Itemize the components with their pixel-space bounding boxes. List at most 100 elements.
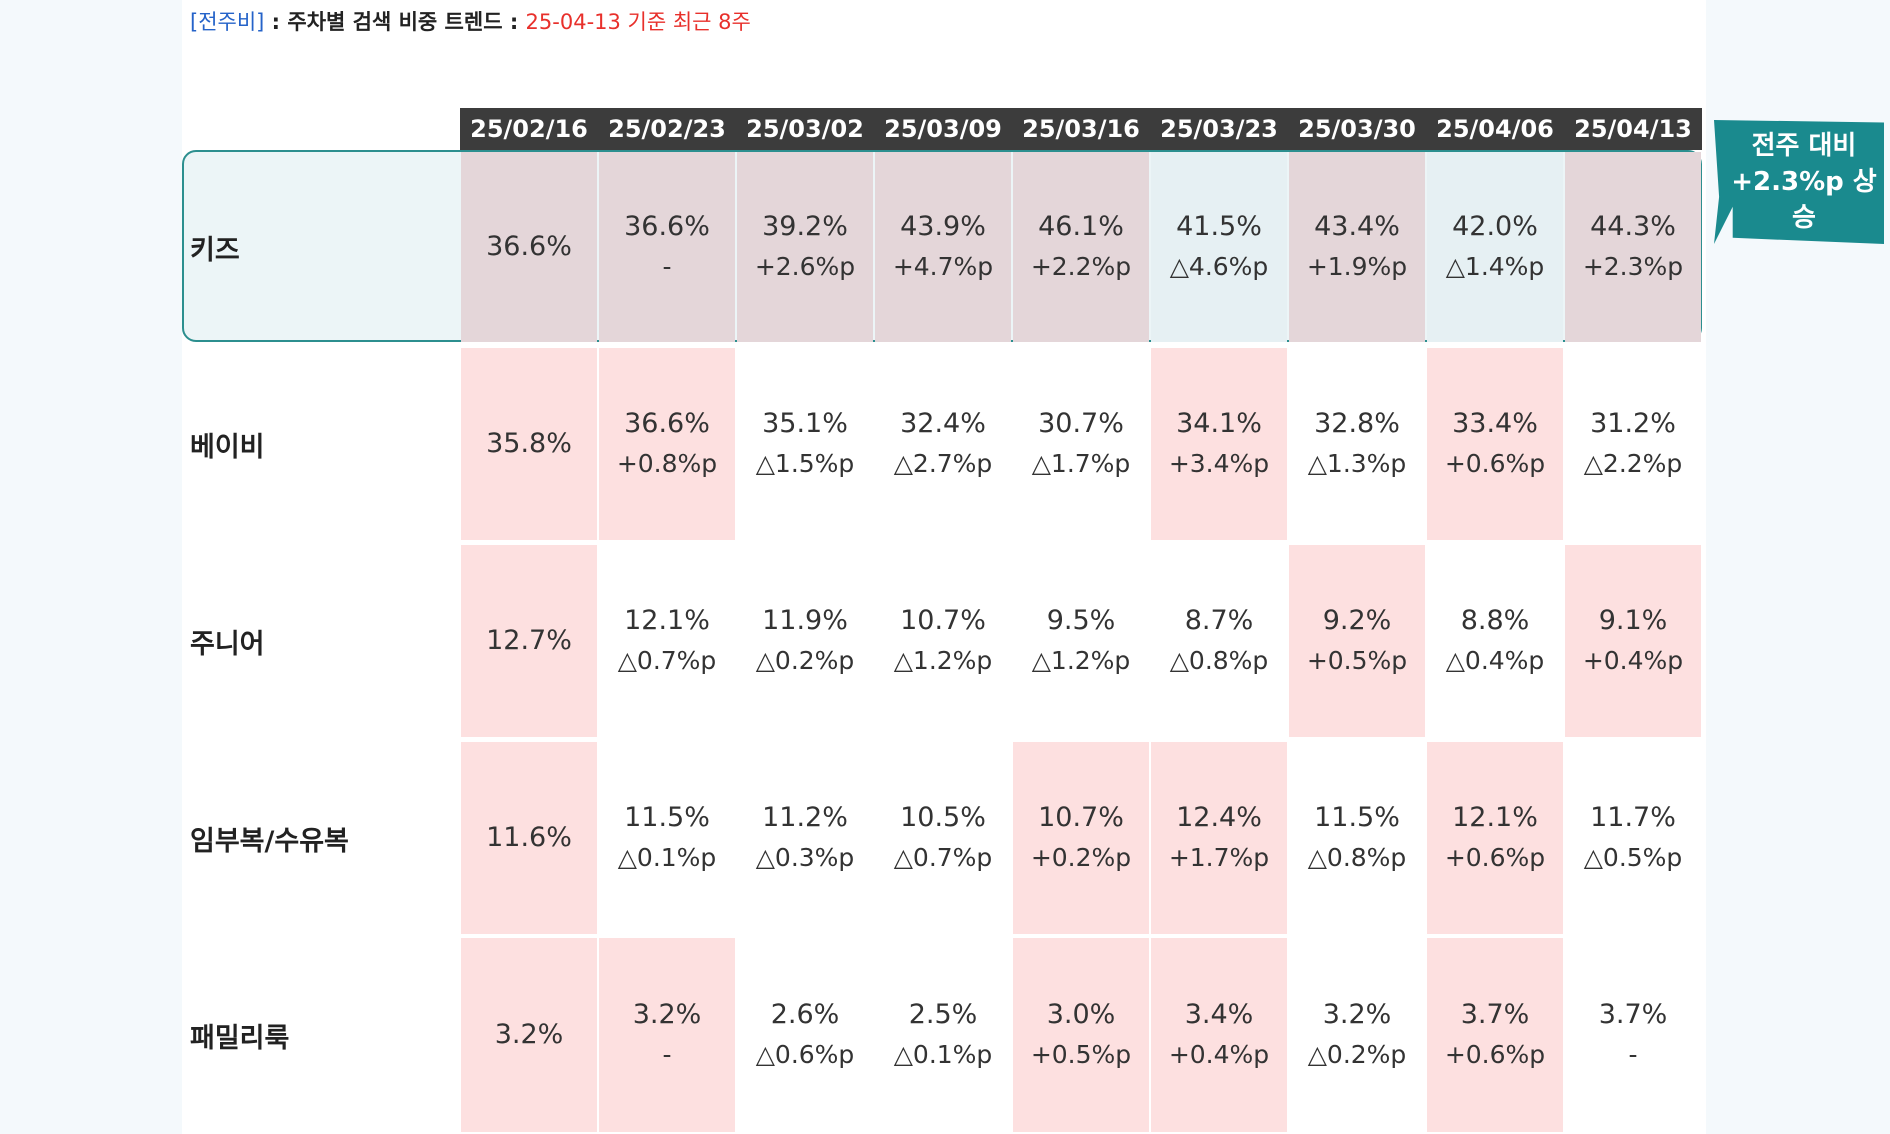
- table-cell: 12.4% +1.7%p: [1151, 742, 1287, 934]
- cell-change: △0.8%p: [1307, 843, 1407, 872]
- table-cell: 8.8% △0.4%p: [1427, 545, 1563, 737]
- cell-change: +0.4%p: [1168, 1040, 1270, 1069]
- cell-value: 39.2%: [762, 211, 848, 242]
- cell-value: 36.6%: [486, 231, 572, 262]
- cell-value: 3.7%: [1598, 999, 1668, 1030]
- cell-change: +0.6%p: [1444, 843, 1546, 872]
- table-cell: 12.1% +0.6%p: [1427, 742, 1563, 934]
- cell-change: △0.8%p: [1169, 646, 1269, 675]
- cell-value: 2.6%: [770, 999, 840, 1030]
- title-main: : 주차별 검색 비중 트렌드 :: [264, 10, 526, 34]
- column-header: 25/04/06: [1426, 108, 1564, 150]
- cell-value: 3.4%: [1184, 999, 1254, 1030]
- cell-change: -: [1628, 1040, 1638, 1069]
- cell-value: 36.6%: [624, 211, 710, 242]
- table-cell: 2.6% △0.6%p: [737, 938, 873, 1132]
- cell-value: 44.3%: [1590, 211, 1676, 242]
- table-cell: 11.9% △0.2%p: [737, 545, 873, 737]
- row-label: 주니어: [190, 628, 265, 660]
- cell-change: △0.2%p: [755, 646, 855, 675]
- table-cell: 43.4% +1.9%p: [1289, 152, 1425, 342]
- cell-change: △0.6%p: [755, 1040, 855, 1069]
- table-cell: 31.2% △2.2%p: [1565, 348, 1701, 540]
- cell-change: +0.5%p: [1030, 1040, 1132, 1069]
- table-cell: 10.5% △0.7%p: [875, 742, 1011, 934]
- table-cell: 3.7% -: [1565, 938, 1701, 1132]
- cell-change: △1.2%p: [893, 646, 993, 675]
- cell-change: -: [662, 1040, 672, 1069]
- table-cell: 43.9% +4.7%p: [875, 152, 1011, 342]
- table-cell: 8.7% △0.8%p: [1151, 545, 1287, 737]
- cell-value: 11.5%: [624, 802, 710, 833]
- cell-value: 3.2%: [494, 1019, 564, 1050]
- table-cell: 9.1% +0.4%p: [1565, 545, 1701, 737]
- row-label: 임부복/수유복: [190, 825, 349, 857]
- cell-change: +2.2%p: [1030, 252, 1132, 281]
- table-cell: 3.2% △0.2%p: [1289, 938, 1425, 1132]
- cell-change: △0.4%p: [1445, 646, 1545, 675]
- table-cell: 11.5% △0.8%p: [1289, 742, 1425, 934]
- cell-value: 10.7%: [900, 605, 986, 636]
- table-cell: 46.1% +2.2%p: [1013, 152, 1149, 342]
- cell-value: 43.9%: [900, 211, 986, 242]
- cell-value: 31.2%: [1590, 408, 1676, 439]
- cell-value: 41.5%: [1176, 211, 1262, 242]
- table-cell: 11.2% △0.3%p: [737, 742, 873, 934]
- row-label: 키즈: [190, 234, 240, 266]
- cell-change: △0.7%p: [893, 843, 993, 872]
- table-cell: 3.2% -: [599, 938, 735, 1132]
- cell-change: △1.4%p: [1445, 252, 1545, 281]
- cell-change: +0.6%p: [1444, 1040, 1546, 1069]
- cell-value: 12.7%: [486, 625, 572, 656]
- cell-change: +0.2%p: [1030, 843, 1132, 872]
- cell-change: △4.6%p: [1169, 252, 1269, 281]
- cell-change: △0.7%p: [617, 646, 717, 675]
- column-header: 25/03/09: [874, 108, 1012, 150]
- cell-value: 11.5%: [1314, 802, 1400, 833]
- table-cell: 3.7% +0.6%p: [1427, 938, 1563, 1132]
- table-cell: 9.2% +0.5%p: [1289, 545, 1425, 737]
- table-cell: 32.8% △1.3%p: [1289, 348, 1425, 540]
- cell-change: +4.7%p: [892, 252, 994, 281]
- cell-change: +0.4%p: [1582, 646, 1684, 675]
- cell-value: 12.1%: [624, 605, 710, 636]
- column-header: 25/03/16: [1012, 108, 1150, 150]
- cell-value: 34.1%: [1176, 408, 1262, 439]
- cell-value: 32.4%: [900, 408, 986, 439]
- cell-change: △0.5%p: [1583, 843, 1683, 872]
- table-cell: 10.7% △1.2%p: [875, 545, 1011, 737]
- cell-value: 33.4%: [1452, 408, 1538, 439]
- cell-value: 3.2%: [632, 999, 702, 1030]
- table-cell: 35.1% △1.5%p: [737, 348, 873, 540]
- cell-change: △1.7%p: [1031, 449, 1131, 478]
- table-cell: 11.7% △0.5%p: [1565, 742, 1701, 934]
- cell-value: 10.5%: [900, 802, 986, 833]
- table-cell: 3.0% +0.5%p: [1013, 938, 1149, 1132]
- cell-change: +0.8%p: [616, 449, 718, 478]
- cell-change: △0.1%p: [617, 843, 717, 872]
- cell-change: +0.6%p: [1444, 449, 1546, 478]
- cell-change: △0.3%p: [755, 843, 855, 872]
- table-cell: 9.5% △1.2%p: [1013, 545, 1149, 737]
- cell-change: +2.6%p: [754, 252, 856, 281]
- cell-value: 12.4%: [1176, 802, 1262, 833]
- cell-change: △2.2%p: [1583, 449, 1683, 478]
- column-header: 25/03/30: [1288, 108, 1426, 150]
- column-header: 25/03/02: [736, 108, 874, 150]
- cell-value: 3.7%: [1460, 999, 1530, 1030]
- cell-value: 42.0%: [1452, 211, 1538, 242]
- table-cell: 39.2% +2.6%p: [737, 152, 873, 342]
- table-cell: 34.1% +3.4%p: [1151, 348, 1287, 540]
- cell-value: 3.2%: [1322, 999, 1392, 1030]
- cell-value: 36.6%: [624, 408, 710, 439]
- cell-change: △1.5%p: [755, 449, 855, 478]
- cell-value: 9.1%: [1598, 605, 1668, 636]
- table-cell: 2.5% △0.1%p: [875, 938, 1011, 1132]
- table-cell: 32.4% △2.7%p: [875, 348, 1011, 540]
- table-cell: 33.4% +0.6%p: [1427, 348, 1563, 540]
- table-cell: 12.1% △0.7%p: [599, 545, 735, 737]
- cell-value: 10.7%: [1038, 802, 1124, 833]
- cell-change: △1.3%p: [1307, 449, 1407, 478]
- cell-change: △1.2%p: [1031, 646, 1131, 675]
- cell-value: 46.1%: [1038, 211, 1124, 242]
